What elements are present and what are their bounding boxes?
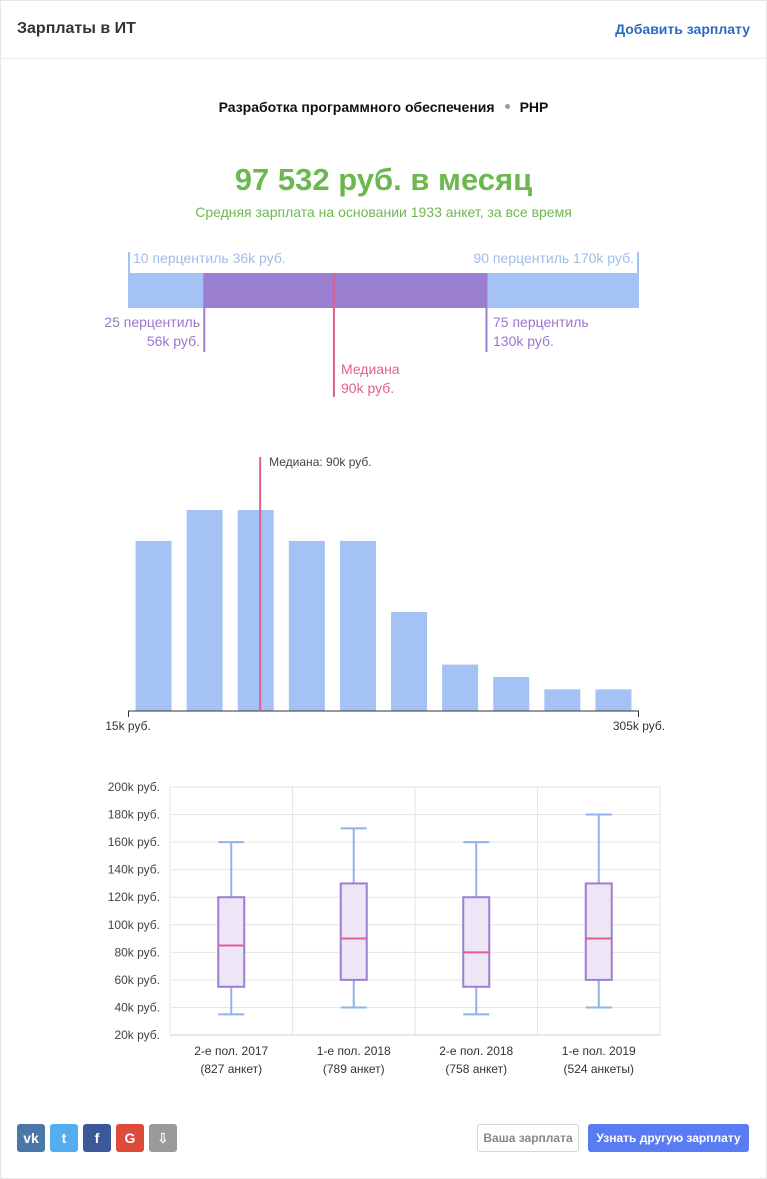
median-label: Медиана 90k руб. [341,360,400,398]
median-title: Медиана [341,361,400,377]
boxplot-category-count: (789 анкет) [323,1062,385,1076]
add-salary-link[interactable]: Добавить зарплату [615,21,750,37]
boxplot-category-label: 1-е пол. 2019 [562,1044,636,1058]
p25-label: 25 перцентиль 56k руб. [104,313,200,351]
social-share-row: vk t f G ⇩ [17,1124,182,1152]
boxplot-box [584,882,613,981]
twitter-icon[interactable]: t [50,1124,78,1152]
p75-title: 75 перцентиль [493,314,589,330]
average-subtitle: Средняя зарплата на основании 1933 анкет… [195,204,572,220]
histogram-bar [288,540,325,711]
boxplot-y-tick-label: 140k руб. [108,863,160,877]
p10-label: 10 перцентиль 36k руб. [133,250,286,266]
histogram-bar [544,689,581,711]
boxplot-box [217,896,246,988]
breadcrumb: Разработка программного обеспечения PHP [0,99,767,115]
your-salary-button[interactable]: Ваша зарплата [477,1124,579,1152]
boxplot-box [462,896,491,988]
other-salary-button[interactable]: Узнать другую зарплату [588,1124,749,1152]
salary-boxplot: 20k руб. 40k руб. 60k руб. 80k руб. 100k руб… [108,780,661,1076]
boxplot-y-tick-label: 100k руб. [108,918,160,932]
facebook-icon[interactable]: f [83,1124,111,1152]
boxplot-y-tick-label: 80k руб. [114,945,160,959]
separator-dot-icon [504,104,510,110]
salary-histogram: Медиана: 90k руб. 15k руб. 305k руб. [105,455,665,733]
histogram-median-label: Медиана: 90k руб. [269,455,371,469]
boxplot-category-count: (827 анкет) [200,1062,262,1076]
boxplot-category-label: 2-е пол. 2017 [194,1044,268,1058]
percentile-inner-range [204,273,487,308]
vk-icon[interactable]: vk [17,1124,45,1152]
p75-value: 130k руб. [493,333,554,349]
p90-label: 90 перцентиль 170k руб. [473,250,634,266]
median-value: 90k руб. [341,380,395,396]
google-icon[interactable]: G [116,1124,144,1152]
boxplot-category-label: 1-е пол. 2018 [317,1044,391,1058]
histogram-bar [339,540,376,711]
top-bar: Зарплаты в ИТ Добавить зарплату [1,1,766,59]
percentile-bar [128,252,639,397]
boxplot-y-tick-label: 20k руб. [114,1028,160,1042]
boxplot-y-tick-label: 60k руб. [114,973,160,987]
histogram-bar [135,540,172,711]
boxplot-y-tick-label: 180k руб. [108,808,160,822]
p25-value: 56k руб. [146,333,200,349]
breadcrumb-language[interactable]: PHP [519,99,549,115]
download-icon[interactable]: ⇩ [149,1124,177,1152]
average-salary: 97 532 руб. в месяц [234,162,533,197]
histogram-bar [442,664,479,711]
boxplot-y-tick-label: 160k руб. [108,835,160,849]
histogram-bar [391,612,428,711]
boxplot-box [339,882,368,981]
boxplot-category-label: 2-е пол. 2018 [439,1044,513,1058]
boxplot-category-count: (524 анкеты) [564,1062,634,1076]
boxplot-y-tick-label: 120k руб. [108,890,160,904]
histogram-max-label: 305k руб. [613,719,665,733]
histogram-bar [237,510,274,711]
p75-label: 75 перцентиль 130k руб. [493,313,589,351]
histogram-bar [595,689,632,711]
histogram-bar [186,510,223,711]
boxplot-category-count: (758 анкет) [445,1062,507,1076]
boxplot-y-tick-label: 40k руб. [114,1000,160,1014]
boxplot-y-tick-label: 200k руб. [108,780,160,794]
app-title: Зарплаты в ИТ [17,20,136,37]
histogram-bar [493,676,530,711]
breadcrumb-category[interactable]: Разработка программного обеспечения [218,99,495,115]
histogram-min-label: 15k руб. [105,719,151,733]
p25-title: 25 перцентиль [104,314,200,330]
